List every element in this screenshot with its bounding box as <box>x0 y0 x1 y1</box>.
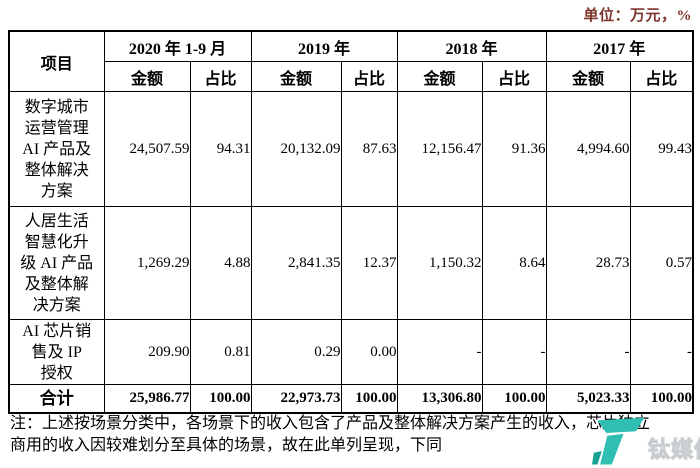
table-row-smart-living: 人居生活 智慧化升 级 AI 产品 及整体解 决方案 1,269.29 4.88… <box>8 206 694 320</box>
tmtpost-watermark: 钛媒体 <box>592 415 700 468</box>
tmtpost-brand-text: 钛媒体 <box>647 437 700 463</box>
table-cell: 99.43 <box>629 91 694 207</box>
table-cell: 0.00 <box>340 319 398 385</box>
revenue-by-scenario-table: 项目 2020 年 1-9 月 2019 年 2018 年 2017 年 金额 … <box>8 30 695 414</box>
table-cell: 8.64 <box>481 206 547 320</box>
table-cell: 5,023.33 <box>545 384 631 413</box>
total-label: 合计 <box>8 384 105 413</box>
table-row-digital-city: 数字城市 运营管理 AI 产品及 整体解决 方案 24,507.59 94.31… <box>8 91 694 207</box>
table-cell: - <box>481 319 547 385</box>
col-header-2019: 2019 年 <box>250 30 398 62</box>
subheader-ratio-2017: 占比 <box>629 61 694 92</box>
row-label: AI 芯片销 售及 IP 授权 <box>8 319 105 385</box>
subheader-ratio-2020: 占比 <box>189 61 252 92</box>
table-cell: 4.88 <box>189 206 252 320</box>
footnote-line-2: 商用的收入因较难划分至具体的场景，故在此单列呈现，下同 <box>10 437 443 454</box>
table-cell: 0.57 <box>629 206 694 320</box>
table-header-subcols: 金额 占比 金额 占比 金额 占比 金额 占比 <box>9 61 694 92</box>
table-cell: 25,986.77 <box>103 384 191 413</box>
col-header-item: 项目 <box>8 30 105 92</box>
table-cell: - <box>545 319 631 385</box>
table-cell: 13,306.80 <box>396 384 483 413</box>
footnote-line-1: 注：上述按场景分类中，各场景下的收入包含了产品及整体解决方案产生的收入，芯片独立 <box>10 415 651 432</box>
table-row-ai-chip: AI 芯片销 售及 IP 授权 209.90 0.81 0.29 0.00 - … <box>8 319 694 385</box>
table-row-total: 合计 25,986.77 100.00 22,973.73 100.00 13,… <box>8 384 694 413</box>
table-cell: 100.00 <box>189 384 252 413</box>
table-cell: 28.73 <box>545 206 631 320</box>
subheader-ratio-2019: 占比 <box>340 61 398 92</box>
table-cell: 20,132.09 <box>250 91 342 207</box>
table-cell: 1,150.32 <box>396 206 483 320</box>
table-cell: 100.00 <box>629 384 694 413</box>
table-cell: 100.00 <box>481 384 547 413</box>
col-header-2018: 2018 年 <box>396 30 547 62</box>
subheader-amount-2018: 金额 <box>396 61 483 92</box>
table-cell: 91.36 <box>481 91 547 207</box>
table-cell: 1,269.29 <box>103 206 191 320</box>
tmtpost-logo-icon <box>592 417 645 465</box>
table-cell: - <box>396 319 483 385</box>
row-label: 数字城市 运营管理 AI 产品及 整体解决 方案 <box>8 91 105 207</box>
table-header-years: 项目 2020 年 1-9 月 2019 年 2018 年 2017 年 <box>8 30 694 92</box>
subheader-amount-2020: 金额 <box>103 61 191 92</box>
table-cell: 94.31 <box>189 91 252 207</box>
table-cell: 2,841.35 <box>250 206 342 320</box>
col-header-2020: 2020 年 1-9 月 <box>103 30 252 62</box>
col-header-2017: 2017 年 <box>545 30 694 62</box>
subheader-amount-2017: 金额 <box>545 61 631 92</box>
table-cell: 22,973.73 <box>250 384 342 413</box>
table-cell: 0.29 <box>250 319 342 385</box>
table-cell: 87.63 <box>340 91 398 207</box>
footnote: 注：上述按场景分类中，各场景下的收入包含了产品及整体解决方案产生的收入，芯片独立… <box>10 413 692 457</box>
table-cell: 12.37 <box>340 206 398 320</box>
table-cell: - <box>629 319 694 385</box>
table-cell: 4,994.60 <box>545 91 631 207</box>
table-cell: 0.81 <box>189 319 252 385</box>
table-cell: 209.90 <box>103 319 191 385</box>
table-cell: 24,507.59 <box>103 91 191 207</box>
row-label: 人居生活 智慧化升 级 AI 产品 及整体解 决方案 <box>8 206 105 320</box>
table-cell: 12,156.47 <box>396 91 483 207</box>
subheader-amount-2019: 金额 <box>250 61 342 92</box>
subheader-ratio-2018: 占比 <box>481 61 547 92</box>
unit-label: 单位：万元，% <box>583 8 692 24</box>
table-cell: 100.00 <box>340 384 398 413</box>
